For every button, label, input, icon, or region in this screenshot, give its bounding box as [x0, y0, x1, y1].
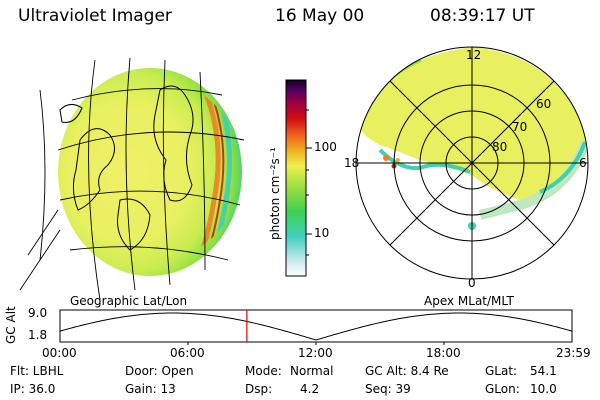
- orbit-xtick-0000: 00:00: [42, 346, 77, 360]
- glon-label: GLon:: [485, 382, 520, 396]
- colorbar-unit-label: photon cm⁻²s⁻¹: [268, 147, 282, 240]
- lat-label-80: 80: [492, 140, 508, 154]
- colorbar-tick-10: 10: [314, 226, 330, 240]
- mlt-label-18: 18: [344, 156, 360, 170]
- colorbar-tick-100: 100: [314, 140, 337, 154]
- seq-status: Seq: 39: [365, 382, 411, 396]
- mode-label: Mode:: [245, 364, 282, 378]
- lat-label-70: 70: [512, 120, 528, 134]
- color-scale-bar: [285, 79, 312, 277]
- polar-caption: Apex MLat/MLT: [424, 294, 514, 308]
- gc-alt-status: GC Alt: 8.4 Re: [365, 364, 449, 378]
- polar-plot: [355, 46, 589, 280]
- globe-caption: Geographic Lat/Lon: [70, 294, 188, 308]
- mlt-label-6: 6: [579, 156, 587, 170]
- orbit-ytick-low: 1.8: [28, 328, 48, 342]
- orbit-xtick-0600: 06:00: [170, 346, 205, 360]
- door-status: Door: Open: [125, 364, 194, 378]
- glon-value: 10.0: [530, 382, 557, 396]
- orbit-xtick-1200: 12:00: [298, 346, 333, 360]
- orbit-xtick-1800: 18:00: [426, 346, 461, 360]
- mode-value: Normal: [290, 364, 334, 378]
- orbit-plot: [59, 309, 573, 345]
- lat-label-60: 60: [536, 97, 552, 111]
- time-label: 08:39:17 UT: [430, 6, 535, 26]
- dsp-label: Dsp:: [245, 382, 273, 396]
- orbit-axis-label: GC Alt: [4, 306, 18, 344]
- dsp-value: 4.2: [300, 382, 320, 396]
- globe-image: [19, 57, 245, 301]
- instrument-title: Ultraviolet Imager: [18, 6, 172, 26]
- date-label: 16 May 00: [275, 6, 365, 26]
- orbit-ytick-high: 9.0: [28, 306, 48, 320]
- mlt-label-0: 0: [468, 276, 476, 290]
- glat-value: 54.1: [530, 364, 557, 378]
- ip-status: IP: 36.0: [10, 382, 56, 396]
- filter-status: Flt: LBHL: [10, 364, 64, 378]
- mlt-label-12: 12: [466, 48, 482, 62]
- glat-label: GLat:: [485, 364, 518, 378]
- gain-status: Gain: 13: [125, 382, 176, 396]
- orbit-xtick-2359: 23:59: [556, 346, 591, 360]
